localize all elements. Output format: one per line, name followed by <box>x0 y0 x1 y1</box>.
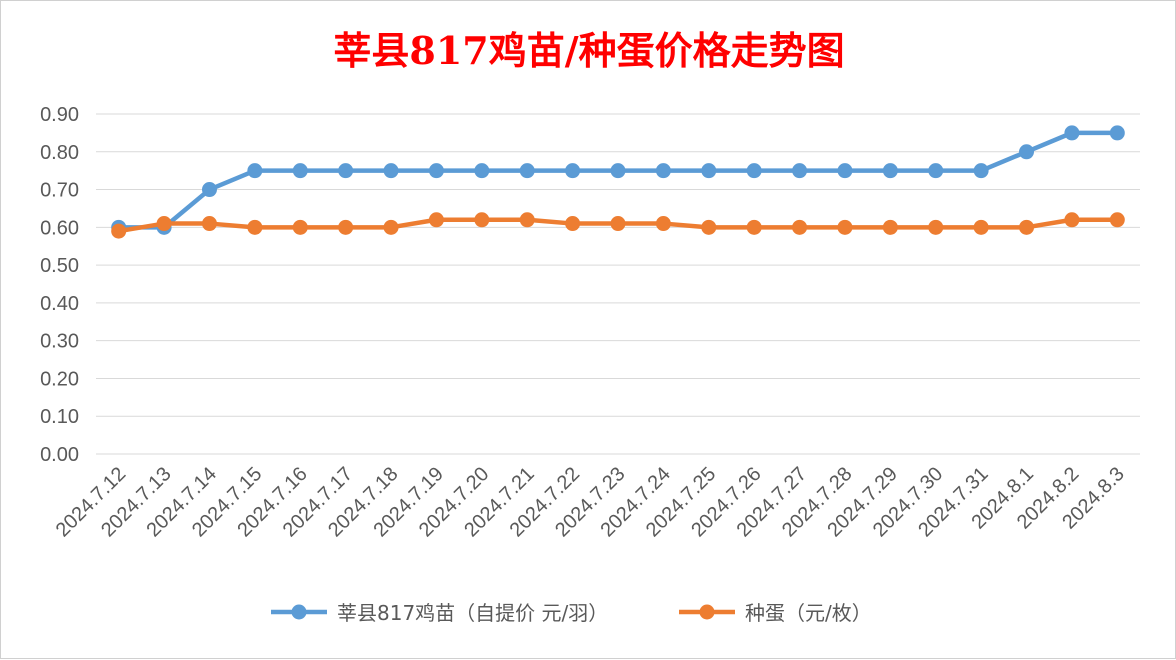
data-point <box>338 163 354 179</box>
data-point <box>519 212 535 228</box>
legend-item: 莘县817鸡苗（自提价 元/羽） <box>271 601 608 625</box>
data-point <box>1064 212 1080 228</box>
data-point <box>973 219 989 235</box>
y-tick-label: 0.80 <box>40 142 79 164</box>
chart-title: 莘县817鸡苗/种蛋价格走势图 <box>333 28 844 73</box>
data-point <box>928 219 944 235</box>
y-tick-label: 0.00 <box>40 444 79 466</box>
data-point <box>201 182 217 198</box>
y-tick-label: 0.60 <box>40 217 79 239</box>
data-point <box>701 219 717 235</box>
data-point <box>1019 144 1035 160</box>
data-point <box>701 163 717 179</box>
data-point <box>610 216 626 232</box>
series-line <box>118 130 1118 230</box>
data-point <box>973 163 989 179</box>
data-point <box>247 219 263 235</box>
data-point <box>428 212 444 228</box>
legend: 莘县817鸡苗（自提价 元/羽） 种蛋（元/枚） <box>271 601 872 625</box>
series-1 <box>111 125 1125 235</box>
data-point <box>474 163 490 179</box>
data-point <box>338 219 354 235</box>
data-point <box>383 219 399 235</box>
data-point <box>1064 125 1080 141</box>
y-tick-label: 0.50 <box>40 255 79 277</box>
legend-label: 莘县817鸡苗（自提价 元/羽） <box>337 601 608 625</box>
data-point <box>655 216 671 232</box>
data-point <box>882 163 898 179</box>
data-point <box>792 219 808 235</box>
data-point <box>746 219 762 235</box>
data-point <box>837 163 853 179</box>
data-point <box>383 163 399 179</box>
y-tick-label: 0.20 <box>40 368 79 390</box>
y-tick-label: 0.30 <box>40 331 79 353</box>
y-axis-ticks: 0.00 0.10 0.20 0.30 0.40 0.50 0.60 0.70 0.80 0.90 <box>40 104 79 466</box>
y-tick-label: 0.10 <box>40 406 79 428</box>
data-point <box>837 219 853 235</box>
data-point <box>428 163 444 179</box>
data-point <box>292 163 308 179</box>
legend-item: 种蛋（元/枚） <box>679 601 872 625</box>
data-point <box>1109 212 1125 228</box>
legend-label: 种蛋（元/枚） <box>745 601 872 625</box>
data-point <box>1019 219 1035 235</box>
data-point <box>565 163 581 179</box>
legend-marker <box>291 604 307 620</box>
data-point <box>474 212 490 228</box>
data-point <box>792 163 808 179</box>
data-point <box>565 216 581 232</box>
data-point <box>292 219 308 235</box>
data-point <box>928 163 944 179</box>
data-point <box>610 163 626 179</box>
y-tick-label: 0.40 <box>40 293 79 315</box>
y-tick-label: 0.90 <box>40 104 79 126</box>
data-point <box>156 216 172 232</box>
data-point <box>247 163 263 179</box>
data-point <box>519 163 535 179</box>
legend-marker <box>699 604 715 620</box>
series-2 <box>111 212 1125 239</box>
data-point <box>111 223 127 239</box>
x-axis-ticks: 2024.7.122024.7.132024.7.142024.7.152024… <box>52 463 1129 541</box>
data-point <box>882 219 898 235</box>
data-point <box>655 163 671 179</box>
data-point <box>201 216 217 232</box>
y-tick-label: 0.70 <box>40 180 79 202</box>
series-lines <box>111 125 1125 239</box>
data-point <box>1109 125 1125 141</box>
data-point <box>746 163 762 179</box>
